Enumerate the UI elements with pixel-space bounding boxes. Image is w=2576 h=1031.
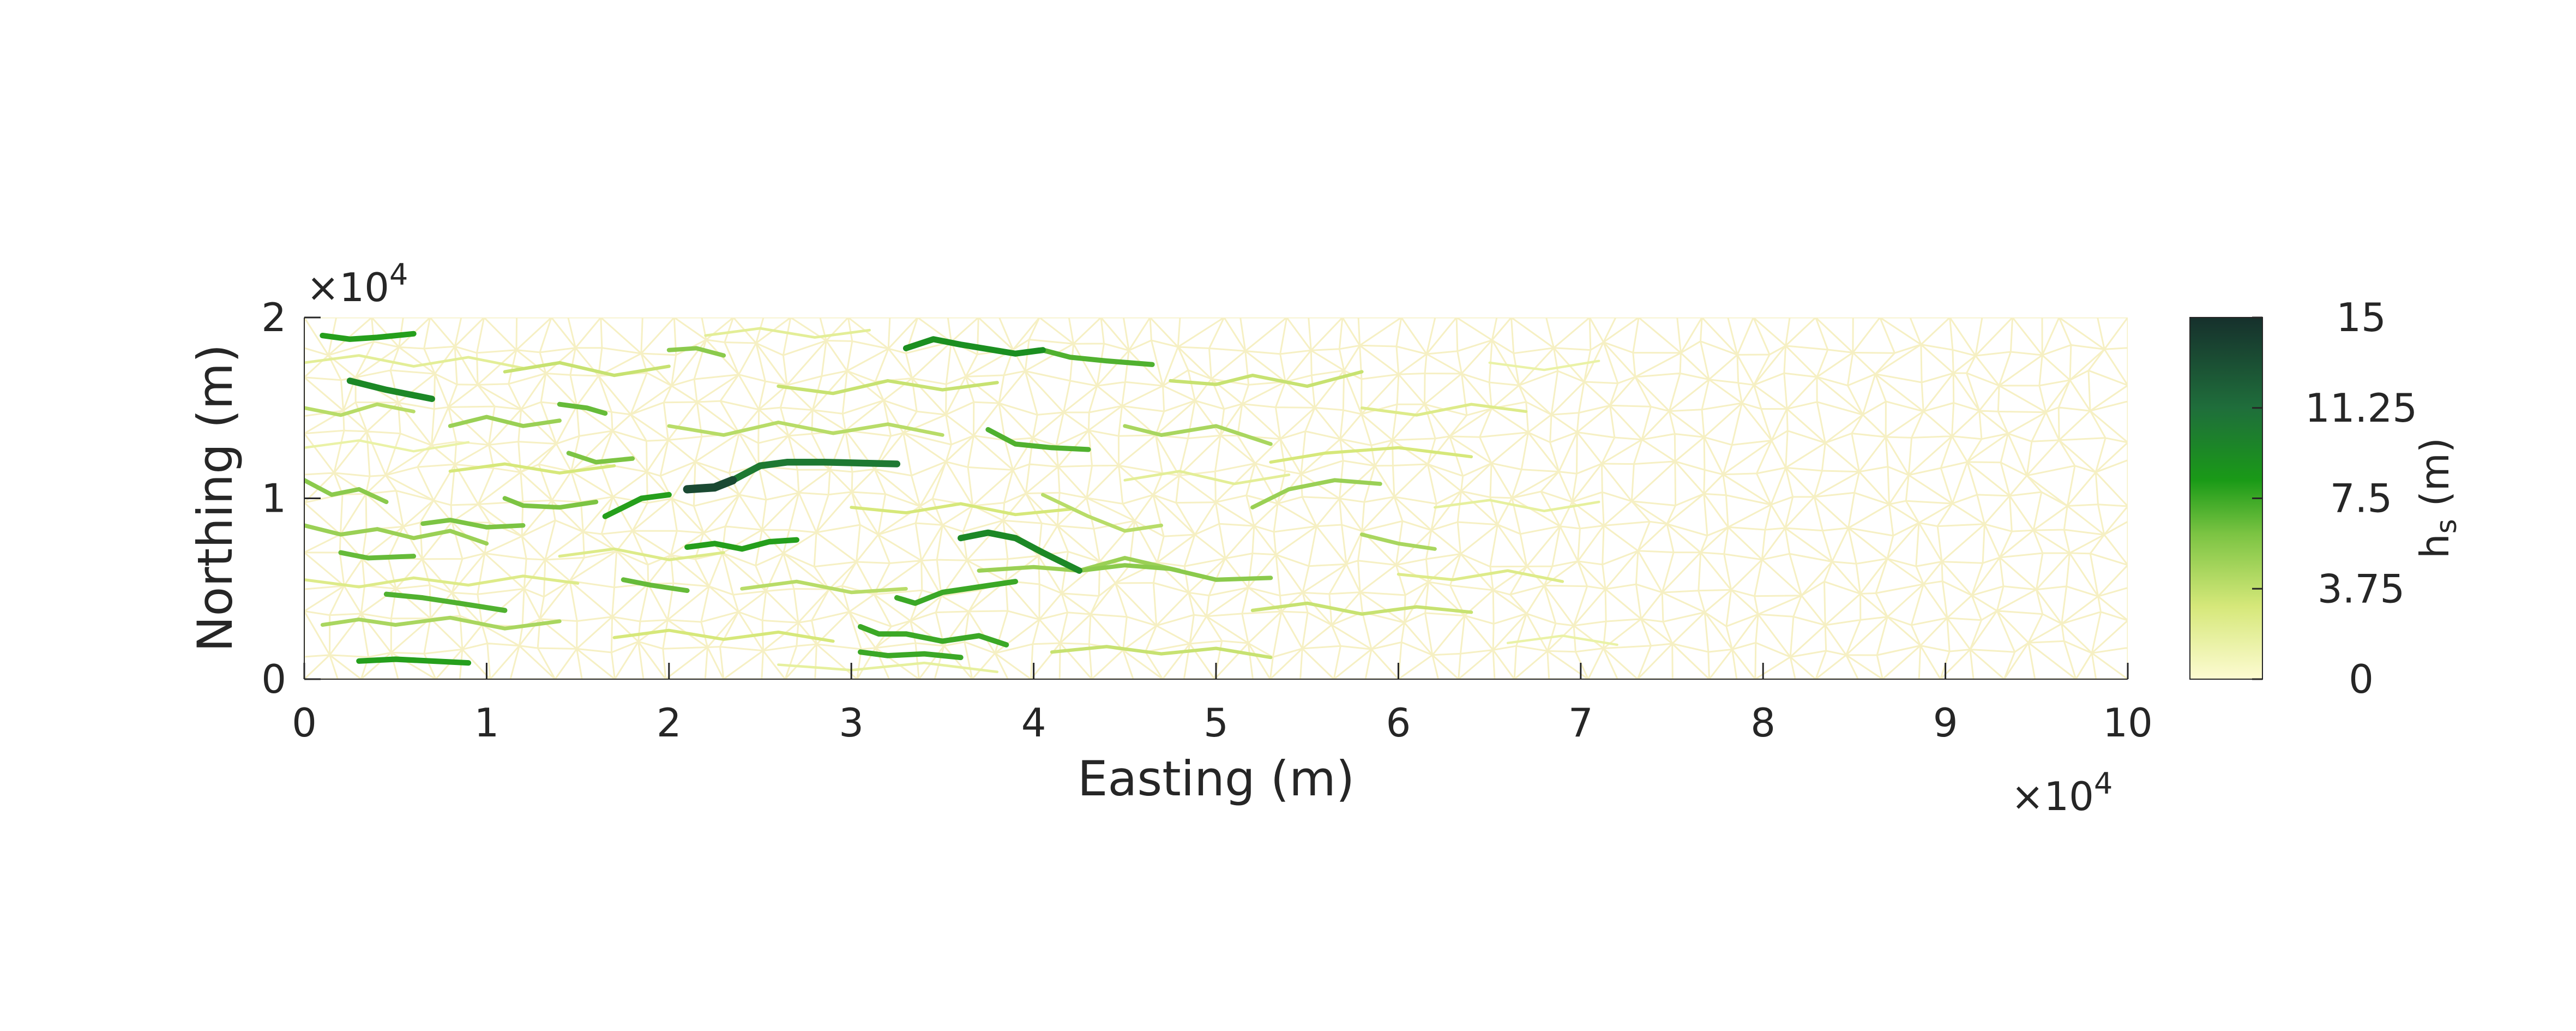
x-tick-label: 1 xyxy=(474,700,499,746)
channel-segment-27 xyxy=(304,523,489,546)
x-tick-label: 4 xyxy=(1021,700,1046,746)
channel-segment-7 xyxy=(684,537,799,552)
channel-segment-44 xyxy=(1360,403,1528,417)
x-ticks: 0 1 2 3 4 5 6 7 8 9 10 xyxy=(292,663,2153,746)
channel-segment-26 xyxy=(448,415,562,428)
channel-segment-19 xyxy=(420,518,526,530)
channel-segment-49 xyxy=(704,327,871,339)
channel-segment-32 xyxy=(740,579,908,595)
colorbar-tick-label: 11.25 xyxy=(2305,385,2417,431)
channel-segment-34 xyxy=(304,402,416,417)
channel-segment-55 xyxy=(1506,634,1618,646)
channel-segment-9 xyxy=(858,649,964,661)
channel-segment-52 xyxy=(777,661,998,673)
mesh-edges xyxy=(304,317,2128,679)
x-exponent-label: ×104 xyxy=(2011,766,2112,819)
channel-segment-30 xyxy=(320,615,562,631)
channel-segment-51 xyxy=(1434,499,1600,512)
channel-segment-15 xyxy=(621,577,690,594)
channel-segment-39 xyxy=(503,361,671,377)
x-tick-label: 8 xyxy=(1750,700,1775,746)
x-tick-label: 2 xyxy=(657,700,682,746)
x-tick-label: 7 xyxy=(1568,700,1593,746)
colorbar: 15 11.25 7.5 3.75 0 hs (m) xyxy=(2189,295,2463,702)
channel-segment-14 xyxy=(383,591,508,613)
channel-segment-6 xyxy=(602,491,672,519)
channel-segment-42 xyxy=(448,462,616,475)
channel-segment-53 xyxy=(1488,359,1600,371)
channel-segment-41 xyxy=(612,628,835,643)
colorbar-tick-label: 3.75 xyxy=(2318,566,2405,612)
colorbar-gradient xyxy=(2189,317,2263,680)
colorbar-tick-label: 15 xyxy=(2336,295,2386,340)
colorbar-tick-label: 7.5 xyxy=(2330,476,2393,522)
channel-segment-18 xyxy=(502,496,599,510)
x-tick-label: 6 xyxy=(1386,700,1411,746)
channel-segment-4 xyxy=(902,336,1046,357)
channel-segment-37 xyxy=(1250,601,1473,616)
channel-segment-2 xyxy=(958,529,1082,574)
channel-segment-28 xyxy=(1123,424,1273,446)
channel-segment-13 xyxy=(985,427,1091,452)
channel-segment-33 xyxy=(1041,493,1163,533)
y-axis-label: Northing (m) xyxy=(187,344,243,652)
channel-segment-45 xyxy=(1397,569,1564,583)
channel-segment-12 xyxy=(1040,347,1155,367)
channel-segment-8 xyxy=(356,656,472,666)
channel-segment-36 xyxy=(1050,645,1273,660)
y-ticks: 0 1 2 xyxy=(261,295,321,702)
channel-segment-1 xyxy=(729,458,901,484)
x-tick-label: 10 xyxy=(2103,700,2153,746)
channel-segment-22 xyxy=(666,346,726,358)
y-tick-label: 1 xyxy=(261,476,286,522)
plot-area xyxy=(304,317,2128,680)
channel-segment-50 xyxy=(1123,470,1291,485)
channel-segment-11 xyxy=(894,579,1019,606)
colorbar-ticks: 15 11.25 7.5 3.75 0 xyxy=(2252,295,2417,702)
channel-segment-29 xyxy=(1360,532,1437,551)
channel-segment-20 xyxy=(566,451,635,465)
channel-segment-46 xyxy=(304,574,580,589)
x-tick-label: 0 xyxy=(292,700,317,746)
colorbar-tick-label: 0 xyxy=(2349,656,2374,702)
channel-segment-31 xyxy=(667,421,944,437)
channel-segment-48 xyxy=(304,354,525,370)
y-exponent-label: ×104 xyxy=(306,257,408,310)
channel-segment-0 xyxy=(683,476,737,494)
channel-segment-40 xyxy=(1269,446,1473,464)
channel-segment-10 xyxy=(858,624,1009,648)
y-tick-label: 2 xyxy=(261,295,286,340)
channel-segment-24 xyxy=(1250,478,1382,509)
channel-segment-17 xyxy=(338,550,417,561)
y-tick-label: 0 xyxy=(261,656,286,702)
channel-segment-5 xyxy=(320,331,417,342)
channel-segment-47 xyxy=(558,547,725,561)
x-tick-label: 5 xyxy=(1203,700,1229,746)
channel-segment-35 xyxy=(1169,370,1364,388)
x-axis-label: Easting (m) xyxy=(1078,751,1355,807)
channel-segment-3 xyxy=(346,377,435,402)
mesh-layer xyxy=(304,317,2128,679)
channel-segment-23 xyxy=(1077,563,1273,582)
colorbar-label: hs (m) xyxy=(2412,437,2463,559)
channel-segment-38 xyxy=(777,379,999,395)
channel-layer xyxy=(304,327,1618,673)
x-tick-label: 9 xyxy=(1933,700,1958,746)
channel-segment-16 xyxy=(557,401,608,416)
channel-segment-21 xyxy=(304,478,389,505)
channel-segment-43 xyxy=(850,502,1072,517)
channel-segment-54 xyxy=(304,439,470,453)
x-tick-label: 3 xyxy=(839,700,864,746)
